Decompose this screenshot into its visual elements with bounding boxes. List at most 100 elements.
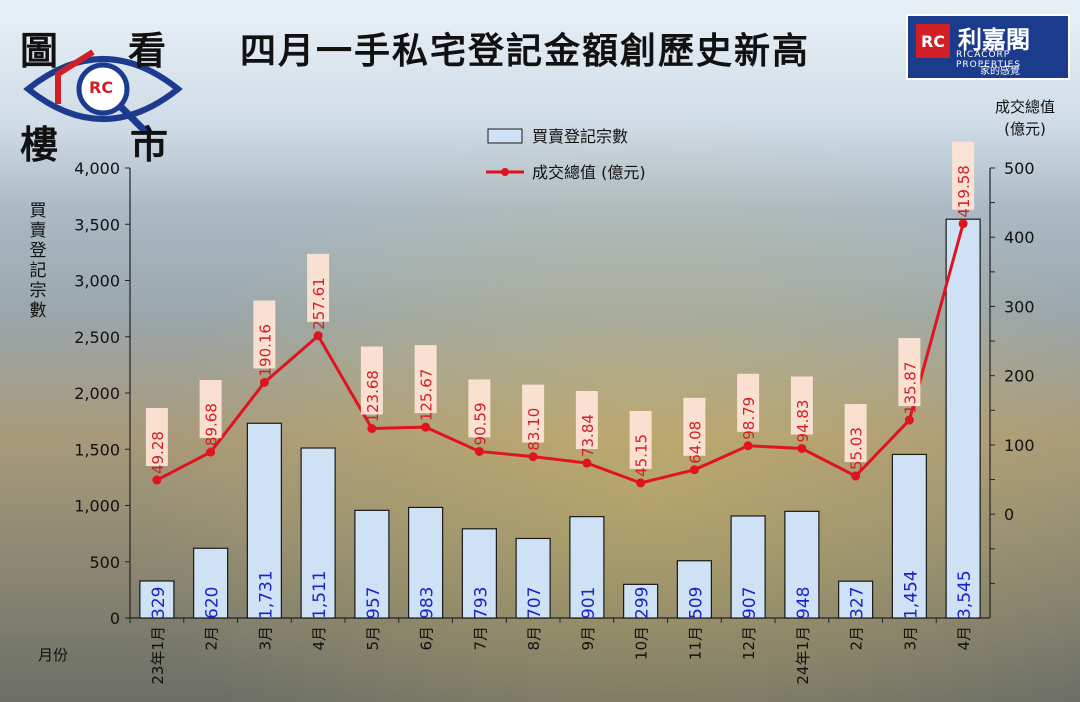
line-value-label: 123.68 <box>364 370 382 423</box>
bar <box>838 580 874 619</box>
line-value-label: 98.79 <box>740 397 758 440</box>
left-axis-label-char: 宗 <box>30 281 47 301</box>
brand-tagline: 家的感覺 <box>980 66 1020 77</box>
line-label-box <box>307 253 330 322</box>
left-tick-label: 500 <box>89 553 120 572</box>
eye-logo-icon <box>23 49 183 135</box>
logo-char-3: 樓 <box>20 123 59 167</box>
x-tick-label: 2月 <box>203 626 221 651</box>
x-tick-label: 11月 <box>686 626 704 660</box>
x-axis-label: 月份 <box>38 646 68 664</box>
bar <box>193 547 229 619</box>
bar <box>408 506 444 619</box>
bar-value-label: 3,545 <box>955 570 975 619</box>
line-value-label: 419.58 <box>955 165 973 218</box>
x-tick-label: 10月 <box>633 626 651 660</box>
chart-title: 四月一手私宅登記金額創歷史新高 <box>240 31 811 72</box>
left-axis-label-char: 買 <box>30 201 47 221</box>
line-label-box <box>253 300 276 369</box>
line-label-box <box>898 338 921 407</box>
bar <box>569 516 605 619</box>
line-value-label: 94.83 <box>794 400 812 443</box>
right-tick-label: 200 <box>1004 367 1035 386</box>
bar <box>945 218 981 619</box>
bar-value-label: 1,454 <box>901 570 921 619</box>
legend-bar-label: 買賣登記宗數 <box>532 127 628 146</box>
line-point <box>582 458 592 468</box>
line-value-label: 257.61 <box>310 277 328 330</box>
bar <box>461 528 497 619</box>
x-tick-label: 4月 <box>955 626 973 651</box>
line-value-label: 83.10 <box>525 408 543 451</box>
line-point <box>206 447 216 457</box>
bar-value-label: 983 <box>418 587 438 619</box>
line-label-box <box>522 384 545 443</box>
line-label-box <box>790 376 813 435</box>
line-point <box>958 219 968 229</box>
line-value-label: 64.08 <box>686 421 704 464</box>
left-tick-label: 2,000 <box>74 384 120 403</box>
line-value-label: 190.16 <box>256 324 274 377</box>
bar-value-label: 793 <box>471 587 491 619</box>
right-tick-label: 500 <box>1004 159 1035 178</box>
bar <box>623 583 659 619</box>
line-value-label: 90.59 <box>471 402 489 445</box>
right-tick-label: 100 <box>1004 436 1035 455</box>
bar-value-label: 327 <box>848 587 868 619</box>
legend-line-label: 成交總值 (億元) <box>532 163 646 182</box>
legend-bar-swatch <box>487 128 523 144</box>
left-tick-label: 3,000 <box>74 272 120 291</box>
left-tick-label: 2,500 <box>74 328 120 347</box>
left-tick-label: 1,500 <box>74 440 120 459</box>
brand-name: 利嘉閣 <box>958 26 1030 54</box>
brand-english: RICACORP PROPERTIES <box>956 50 1022 70</box>
x-tick-label: 6月 <box>418 626 436 651</box>
line-label-box <box>145 408 168 467</box>
right-axis-label: 成交總值 <box>995 98 1055 116</box>
left-tick-label: 0 <box>110 609 120 628</box>
bar <box>730 515 766 619</box>
line-value-label: 89.68 <box>203 403 221 446</box>
logo-badge-text: RC <box>89 78 114 97</box>
bar <box>784 510 820 619</box>
line-value-label: 135.87 <box>901 362 919 415</box>
left-tick-label: 4,000 <box>74 159 120 178</box>
bar <box>891 453 927 619</box>
bar-value-label: 957 <box>364 587 384 619</box>
bar-value-label: 901 <box>579 587 599 619</box>
line-label-box <box>360 346 383 415</box>
logo-char-2: 看 <box>128 29 167 73</box>
x-tick-label: 23年1月 <box>149 626 167 685</box>
line-point <box>474 446 484 456</box>
right-tick-label: 0 <box>1004 505 1014 524</box>
line-point <box>689 465 699 475</box>
right-tick-label: 400 <box>1004 228 1035 247</box>
left-axis-label-char: 賣 <box>30 221 47 241</box>
line-label-box <box>199 380 222 439</box>
x-tick-label: 7月 <box>471 626 489 651</box>
line-label-box <box>414 345 437 414</box>
line-point <box>421 422 431 432</box>
left-tick-label: 1,000 <box>74 497 120 516</box>
x-tick-label: 3月 <box>901 626 919 651</box>
bar-value-label: 620 <box>203 587 223 619</box>
bar-value-label: 948 <box>794 587 814 619</box>
x-tick-label: 3月 <box>256 626 274 651</box>
line-point <box>904 415 914 425</box>
bar <box>246 422 282 619</box>
brand-badge-icon: RC <box>916 24 950 58</box>
x-tick-label: 8月 <box>525 626 543 651</box>
legend-line-marker <box>501 168 509 176</box>
bar-value-label: 299 <box>633 587 653 619</box>
line-point <box>528 452 538 462</box>
left-axis-label-char: 登 <box>30 241 47 261</box>
line-label-box <box>952 141 975 210</box>
line-label-box <box>575 391 598 450</box>
right-tick-label: 300 <box>1004 297 1035 316</box>
brand-logo: RC 利嘉閣 RICACORP PROPERTIES 家的感覺 <box>906 14 1070 80</box>
bar <box>139 580 175 619</box>
line-value-label: 45.15 <box>633 434 651 477</box>
line-point <box>152 475 162 485</box>
line-point <box>743 441 753 451</box>
